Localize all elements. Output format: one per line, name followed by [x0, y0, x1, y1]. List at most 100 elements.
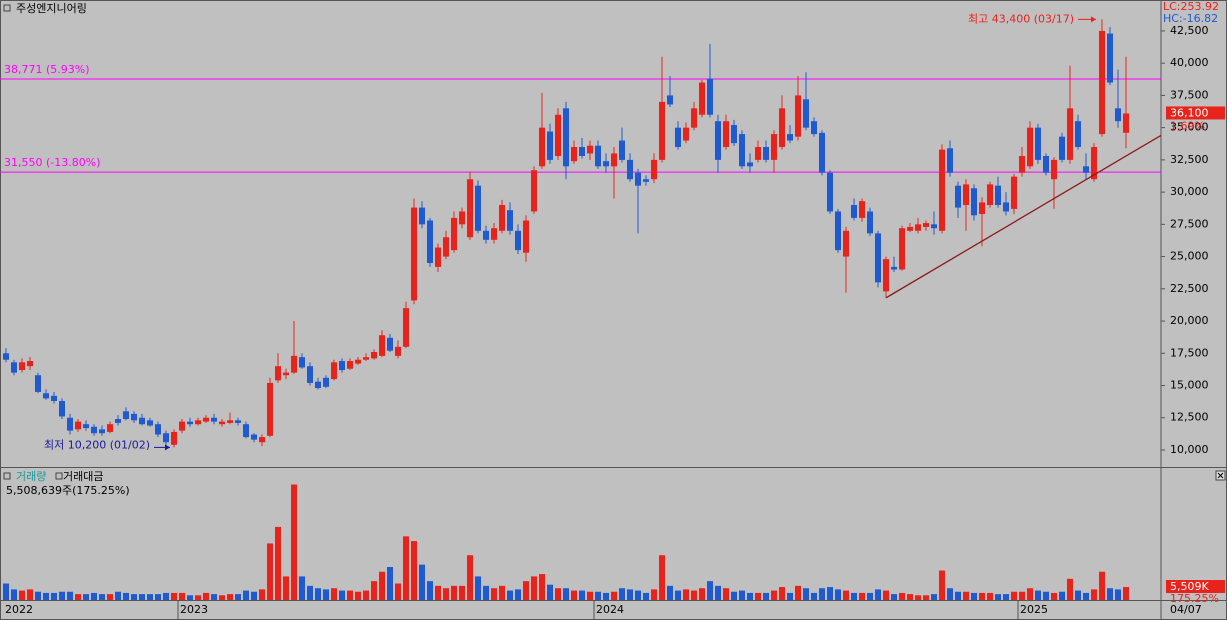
volume-bar: [195, 595, 201, 600]
candle-body: [339, 361, 345, 371]
candle-body: [651, 159, 657, 180]
change-label: 1.69%: [1170, 119, 1205, 132]
volume-bar: [19, 590, 25, 600]
volume-bar: [643, 592, 649, 600]
volume-bar: [531, 576, 537, 600]
candle-body: [971, 188, 977, 216]
volume-bar: [299, 576, 305, 600]
candle-body: [403, 308, 409, 347]
candle-body: [467, 179, 473, 238]
candle-body: [851, 205, 857, 218]
y-tick-label: 17,500: [1170, 346, 1209, 359]
candle-body: [771, 134, 777, 160]
volume-bar: [27, 589, 33, 600]
candle-body: [923, 223, 929, 227]
volume-bar: [91, 592, 97, 600]
volume-bar: [571, 590, 577, 600]
volume-bar: [563, 588, 569, 600]
candle-body: [507, 210, 513, 231]
y-tick-label: 25,000: [1170, 250, 1209, 263]
volume-bar: [755, 592, 761, 600]
volume-bar: [587, 591, 593, 600]
candle-body: [347, 361, 353, 369]
arrow-head: [165, 444, 170, 451]
y-tick-label: 32,500: [1170, 153, 1209, 166]
candle-body: [595, 145, 601, 167]
candle-body: [395, 346, 401, 356]
volume-bar: [187, 595, 193, 600]
candle-body: [691, 108, 697, 128]
candle-body: [707, 78, 713, 115]
volume-bar: [875, 589, 881, 600]
volume-bar: [547, 584, 553, 600]
volume-bar: [1003, 594, 1009, 600]
candle-body: [787, 134, 793, 141]
candle-body: [227, 420, 233, 423]
x-tick-label: 2024: [596, 603, 624, 616]
volume-bar: [635, 590, 641, 600]
volume-bar: [179, 592, 185, 600]
candle-body: [939, 149, 945, 231]
y-tick-label: 27,500: [1170, 217, 1209, 230]
candle-body: [475, 185, 481, 231]
volume-bar: [323, 589, 329, 600]
candle-body: [203, 417, 209, 422]
volume-bar: [43, 592, 49, 600]
candle-body: [803, 99, 809, 128]
volume-bar: [371, 581, 377, 600]
volume-bar: [1019, 591, 1025, 600]
candle-body: [739, 134, 745, 167]
candle-body: [411, 207, 417, 301]
candle-body: [323, 377, 329, 387]
volume-bar: [99, 594, 105, 600]
candle-body: [307, 366, 313, 383]
candle-body: [835, 211, 841, 251]
volume-bar: [603, 592, 609, 600]
candle-body: [1107, 33, 1113, 83]
candle-body: [123, 411, 129, 420]
candle-body: [763, 146, 769, 160]
panel-icon: [3, 472, 11, 480]
candle-body: [435, 247, 441, 267]
volume-bar: [475, 576, 481, 600]
candle-body: [963, 184, 969, 206]
volume-bar: [1043, 591, 1049, 600]
candle-body: [331, 362, 337, 380]
volume-bar: [787, 592, 793, 600]
candle-body: [731, 125, 737, 144]
volume-bar: [683, 589, 689, 600]
volume-bar: [339, 590, 345, 600]
candle-body: [387, 337, 393, 351]
volume-bar: [763, 592, 769, 600]
candle-body: [571, 146, 577, 162]
candle-body: [747, 162, 753, 167]
candle-body: [379, 335, 385, 356]
volume-bar: [483, 585, 489, 600]
trend-line: [885, 134, 1162, 299]
candle-body: [59, 400, 65, 417]
x-tick-label: 2025: [1020, 603, 1048, 616]
volume-bar: [651, 589, 657, 600]
volume-bar: [251, 591, 257, 600]
candle-body: [1043, 156, 1049, 173]
candle-body: [443, 237, 449, 257]
volume-bar: [731, 591, 737, 600]
candle-body: [27, 361, 33, 367]
candle-body: [627, 159, 633, 180]
candle-body: [979, 202, 985, 215]
volume-bar: [579, 590, 585, 600]
volume-bar: [235, 594, 241, 600]
candle-body: [1019, 156, 1025, 173]
candle-body: [579, 146, 585, 157]
candle-body: [715, 121, 721, 160]
volume-bar: [667, 585, 673, 600]
volume-bar: [315, 588, 321, 600]
candle-body: [547, 131, 553, 160]
candle-body: [931, 224, 937, 229]
volume-bar: [139, 594, 145, 600]
reference-label: 38,771 (5.93%): [4, 63, 90, 76]
candle-body: [19, 362, 25, 371]
candle-body: [675, 127, 681, 147]
low-annotation: 최저 10,200 (01/02): [44, 438, 150, 451]
volume-bar: [827, 587, 833, 600]
